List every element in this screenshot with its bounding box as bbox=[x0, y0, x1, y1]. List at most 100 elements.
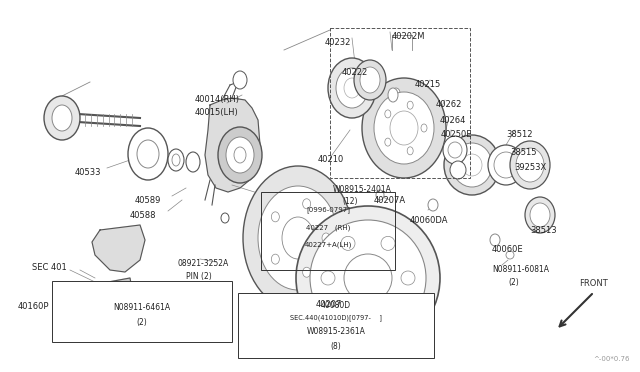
Ellipse shape bbox=[221, 213, 229, 223]
Ellipse shape bbox=[303, 267, 310, 277]
Ellipse shape bbox=[428, 199, 438, 211]
Ellipse shape bbox=[328, 58, 376, 118]
Ellipse shape bbox=[282, 217, 314, 259]
Text: W08915-2361A: W08915-2361A bbox=[307, 327, 365, 337]
Bar bbox=[52, 281, 232, 342]
Ellipse shape bbox=[525, 197, 555, 233]
Text: 40227+A(LH): 40227+A(LH) bbox=[304, 242, 352, 248]
Text: SEC.440(41010D)[0797-    ]: SEC.440(41010D)[0797- ] bbox=[290, 315, 382, 321]
Ellipse shape bbox=[103, 293, 121, 311]
Ellipse shape bbox=[381, 236, 395, 250]
Text: 40202M: 40202M bbox=[392, 32, 426, 41]
Ellipse shape bbox=[243, 166, 353, 310]
Ellipse shape bbox=[108, 298, 116, 306]
Text: W08915-2401A: W08915-2401A bbox=[333, 185, 392, 194]
Text: 38512: 38512 bbox=[506, 130, 532, 139]
Text: 40250E: 40250E bbox=[441, 130, 472, 139]
Text: 40264: 40264 bbox=[440, 116, 467, 125]
Bar bbox=[238, 293, 434, 358]
Ellipse shape bbox=[344, 254, 392, 302]
Text: 40207: 40207 bbox=[316, 300, 342, 309]
Ellipse shape bbox=[510, 141, 550, 189]
Ellipse shape bbox=[218, 127, 262, 183]
Text: 40014(RH): 40014(RH) bbox=[195, 95, 240, 104]
Text: 40232: 40232 bbox=[325, 38, 351, 47]
Text: 40210: 40210 bbox=[318, 155, 344, 164]
Text: (2): (2) bbox=[136, 317, 147, 327]
Polygon shape bbox=[205, 98, 260, 192]
Ellipse shape bbox=[321, 271, 335, 285]
Ellipse shape bbox=[443, 136, 467, 164]
Polygon shape bbox=[92, 225, 145, 272]
Ellipse shape bbox=[516, 148, 544, 182]
Ellipse shape bbox=[336, 68, 368, 108]
Ellipse shape bbox=[488, 145, 524, 185]
Ellipse shape bbox=[310, 220, 426, 336]
Text: 40060E: 40060E bbox=[492, 245, 524, 254]
Text: 40207A: 40207A bbox=[374, 196, 406, 205]
Ellipse shape bbox=[490, 234, 500, 246]
Text: [0996-0797]: [0996-0797] bbox=[306, 206, 350, 214]
Text: 40222: 40222 bbox=[342, 68, 368, 77]
Ellipse shape bbox=[444, 135, 500, 195]
Text: 40533: 40533 bbox=[75, 168, 102, 177]
Ellipse shape bbox=[407, 147, 413, 155]
Text: SEC 401: SEC 401 bbox=[32, 263, 67, 272]
Ellipse shape bbox=[271, 254, 279, 264]
Text: (2): (2) bbox=[508, 278, 519, 287]
Text: 40215: 40215 bbox=[415, 80, 441, 89]
Ellipse shape bbox=[530, 203, 550, 227]
Ellipse shape bbox=[362, 78, 446, 178]
Ellipse shape bbox=[448, 142, 462, 158]
Text: 40588: 40588 bbox=[130, 211, 157, 220]
Ellipse shape bbox=[392, 88, 400, 98]
Ellipse shape bbox=[376, 190, 384, 200]
Text: 40227   (RH): 40227 (RH) bbox=[306, 225, 350, 231]
Ellipse shape bbox=[421, 124, 427, 132]
Ellipse shape bbox=[168, 149, 184, 171]
Polygon shape bbox=[88, 278, 133, 325]
Ellipse shape bbox=[341, 236, 355, 250]
Ellipse shape bbox=[341, 306, 355, 320]
Ellipse shape bbox=[374, 92, 434, 164]
Ellipse shape bbox=[506, 251, 514, 259]
Ellipse shape bbox=[172, 154, 180, 166]
Ellipse shape bbox=[303, 199, 310, 209]
Ellipse shape bbox=[462, 154, 482, 176]
Ellipse shape bbox=[385, 110, 391, 118]
Ellipse shape bbox=[494, 152, 518, 178]
Ellipse shape bbox=[128, 128, 168, 180]
Ellipse shape bbox=[401, 271, 415, 285]
Bar bbox=[330, 28, 470, 178]
Ellipse shape bbox=[322, 233, 330, 243]
Ellipse shape bbox=[381, 306, 395, 320]
Ellipse shape bbox=[44, 96, 80, 140]
Ellipse shape bbox=[344, 78, 360, 98]
Text: 40015(LH): 40015(LH) bbox=[195, 108, 239, 117]
Ellipse shape bbox=[226, 137, 254, 173]
Text: 40080D: 40080D bbox=[321, 301, 351, 310]
Ellipse shape bbox=[233, 71, 247, 89]
Text: (12): (12) bbox=[342, 197, 358, 206]
Ellipse shape bbox=[52, 105, 72, 131]
Text: PIN (2): PIN (2) bbox=[186, 272, 212, 281]
Text: 40589: 40589 bbox=[135, 196, 161, 205]
Text: 39253X: 39253X bbox=[514, 163, 547, 172]
Text: (8): (8) bbox=[331, 341, 341, 350]
Text: N08911-6081A: N08911-6081A bbox=[492, 265, 549, 274]
Ellipse shape bbox=[407, 101, 413, 109]
Text: FRONT: FRONT bbox=[580, 279, 609, 288]
Ellipse shape bbox=[258, 186, 338, 290]
Ellipse shape bbox=[186, 152, 200, 172]
Ellipse shape bbox=[296, 206, 440, 350]
Ellipse shape bbox=[385, 138, 391, 146]
Ellipse shape bbox=[390, 111, 418, 145]
Ellipse shape bbox=[360, 67, 380, 93]
Text: N08911-6461A: N08911-6461A bbox=[113, 304, 171, 312]
Ellipse shape bbox=[271, 212, 279, 222]
Text: 08921-3252A: 08921-3252A bbox=[178, 259, 229, 268]
Text: 40262: 40262 bbox=[436, 100, 462, 109]
Ellipse shape bbox=[452, 143, 492, 187]
Ellipse shape bbox=[388, 88, 398, 102]
Ellipse shape bbox=[234, 147, 246, 163]
